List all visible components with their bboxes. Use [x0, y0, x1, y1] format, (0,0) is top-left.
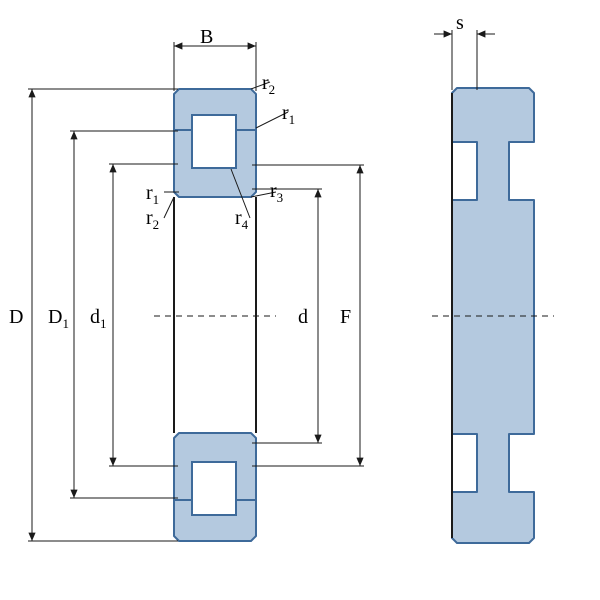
label-r2-left: r2: [146, 207, 159, 233]
label-D: D: [9, 306, 23, 329]
label-F: F: [340, 306, 351, 329]
label-r2-top: r2: [262, 72, 275, 98]
bearing-diagram: [0, 0, 600, 600]
label-d: d: [298, 306, 308, 329]
label-s: s: [456, 12, 464, 35]
label-r1-top: r1: [282, 102, 295, 128]
label-D1: D1: [48, 306, 69, 332]
label-r3: r3: [270, 180, 283, 206]
label-d1: d1: [90, 306, 107, 332]
label-r4: r4: [235, 207, 248, 233]
label-r1-left: r1: [146, 182, 159, 208]
label-B: B: [200, 26, 213, 49]
